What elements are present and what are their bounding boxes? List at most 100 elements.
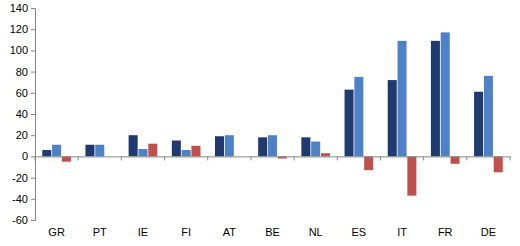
y-tick: 100 — [10, 44, 35, 56]
bar — [345, 90, 354, 157]
x-tick: AT — [223, 226, 237, 238]
x-boundary-tick — [164, 156, 165, 160]
x-boundary-tick — [78, 156, 79, 160]
bars — [42, 32, 502, 195]
y-tick-label: 60 — [16, 87, 28, 99]
bar — [407, 156, 416, 195]
y-tick-mark — [31, 50, 35, 51]
bar — [215, 136, 224, 156]
bar — [172, 141, 181, 157]
x-boundary-tick — [380, 156, 381, 160]
y-tick: 120 — [10, 23, 35, 35]
bar — [484, 76, 493, 157]
x-boundary-tick — [337, 156, 338, 160]
x-axis: GR PT IE FI AT BE NL ES IT FR DE — [35, 156, 511, 237]
y-tick-mark — [31, 29, 35, 30]
y-tick: 0 — [22, 150, 35, 162]
x-tick-label: FI — [181, 226, 191, 238]
bar — [321, 153, 330, 156]
y-axis-line — [31, 9, 36, 221]
bar — [451, 156, 460, 163]
bar — [441, 32, 450, 156]
bar — [52, 145, 61, 157]
y-tick: 140 — [10, 2, 35, 14]
x-tick-label: IT — [397, 226, 407, 238]
bar — [85, 145, 94, 157]
y-tick-label: 80 — [16, 66, 28, 78]
y-tick-mark — [31, 199, 35, 200]
x-tick-label: FR — [438, 226, 453, 238]
y-tick-label: -40 — [12, 193, 28, 205]
y-tick-label: 120 — [10, 23, 28, 35]
y-tick-mark — [31, 72, 35, 73]
y-tick-label: 140 — [10, 2, 28, 14]
x-boundary-tick — [35, 156, 36, 160]
y-tick: 20 — [16, 129, 35, 141]
bar — [138, 149, 147, 156]
bar — [129, 135, 138, 156]
plot: -60 -40 -20 0 20 40 60 80 100 120 140 GR PT IE FI AT BE N… — [10, 2, 511, 238]
bar — [388, 80, 397, 156]
x-tick-label: DE — [481, 226, 496, 238]
x-tick-label: GR — [48, 226, 65, 238]
y-tick-mark — [31, 93, 35, 94]
y-tick-mark — [31, 220, 35, 221]
x-tick-label: IE — [138, 226, 148, 238]
x-boundary-tick — [207, 156, 208, 160]
y-tick-mark — [31, 135, 35, 136]
x-boundary-tick — [466, 156, 467, 160]
y-tick-mark — [31, 156, 35, 157]
bar — [494, 156, 503, 172]
y-tick-label: 0 — [22, 150, 28, 162]
bar — [354, 77, 363, 156]
bar — [474, 92, 483, 157]
bar — [148, 144, 157, 157]
bar — [431, 41, 440, 157]
y-tick: -60 — [12, 214, 35, 226]
series — [42, 41, 483, 157]
x-tick: NL — [309, 226, 323, 238]
x-boundary-ticks — [35, 156, 510, 160]
bar — [311, 142, 320, 157]
x-tick: FI — [181, 226, 191, 238]
x-boundary-tick — [423, 156, 424, 160]
y-tick: 40 — [16, 108, 35, 120]
bar — [191, 146, 200, 157]
bar — [182, 150, 191, 156]
y-tick-label: -60 — [12, 214, 28, 226]
bar — [268, 135, 277, 156]
bar — [301, 137, 310, 156]
y-tick: 80 — [16, 66, 35, 78]
bar — [225, 135, 234, 156]
x-tick-label: ES — [352, 226, 367, 238]
bar — [258, 137, 267, 156]
y-tick: -40 — [12, 193, 35, 205]
y-tick-mark — [31, 178, 35, 179]
bar — [42, 150, 51, 156]
x-boundary-tick — [294, 156, 295, 160]
x-tick-label: PT — [93, 226, 107, 238]
x-boundary-tick — [121, 156, 122, 160]
series — [52, 32, 493, 156]
y-tick-label: 100 — [10, 44, 28, 56]
bar — [364, 156, 373, 170]
y-tick-label: 20 — [16, 129, 28, 141]
y-tick-mark — [31, 114, 35, 115]
x-tick-label: BE — [265, 226, 280, 238]
y-axis: -60 -40 -20 0 20 40 60 80 100 120 140 — [10, 2, 36, 226]
x-axis-line — [36, 156, 511, 157]
x-tick-label: AT — [223, 226, 237, 238]
x-tick-label: NL — [309, 226, 323, 238]
y-tick: -20 — [12, 172, 35, 184]
chart: -60 -40 -20 0 20 40 60 80 100 120 140 GR PT IE FI AT BE N… — [0, 0, 520, 246]
y-tick-label: 40 — [16, 108, 28, 120]
x-tick: DE — [481, 226, 496, 238]
x-tick: BE — [265, 226, 280, 238]
x-tick: PT — [93, 226, 107, 238]
y-tick: 60 — [16, 87, 35, 99]
x-tick: ES — [352, 226, 367, 238]
y-tick-label: -20 — [12, 172, 28, 184]
bar — [95, 145, 104, 157]
bar — [398, 41, 407, 157]
x-tick: IT — [397, 226, 407, 238]
